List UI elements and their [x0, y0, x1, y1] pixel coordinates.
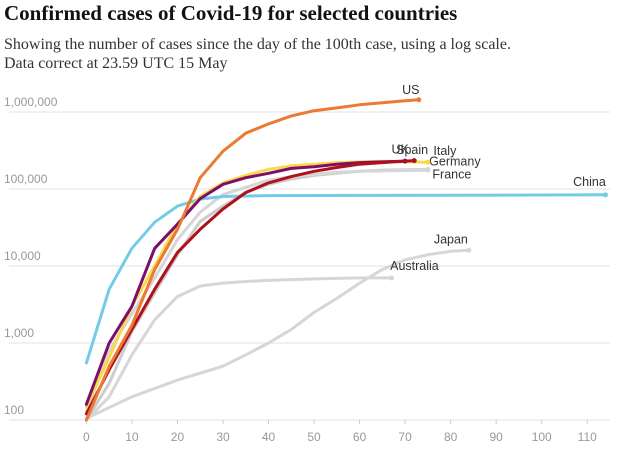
series-label: Spain: [396, 143, 428, 157]
end-point: [416, 97, 422, 103]
series-label: US: [402, 83, 419, 97]
series-label: Japan: [434, 232, 468, 246]
series-line: [84, 159, 430, 408]
subtitle: Data correct at 23.59 UTC 15 May: [4, 55, 227, 72]
y-tick-label: 1,000,000: [4, 95, 58, 109]
series-line: [84, 193, 607, 365]
x-tick-label: 90: [489, 430, 503, 444]
end-point: [466, 247, 472, 253]
series-label: China: [573, 175, 606, 189]
x-tick-label: 0: [83, 430, 90, 444]
end-point: [425, 159, 431, 165]
y-tick-label: 100: [4, 403, 24, 417]
end-point: [411, 158, 417, 164]
x-tick-label: 60: [353, 430, 367, 444]
end-point: [602, 192, 608, 198]
x-tick-label: 40: [262, 430, 276, 444]
x-tick-label: 80: [444, 430, 458, 444]
end-point: [425, 167, 431, 173]
series-label: UK: [392, 143, 410, 157]
series-line: [84, 159, 407, 406]
y-tick-label: 100,000: [4, 172, 48, 186]
series-line: [84, 159, 416, 416]
x-tick-label: 110: [578, 430, 597, 444]
series-line: [84, 248, 471, 420]
end-point: [388, 275, 394, 281]
x-tick-label: 50: [307, 430, 321, 444]
x-tick-label: 10: [125, 430, 139, 444]
x-tick-label: 70: [398, 430, 412, 444]
x-tick-label: 100: [532, 430, 552, 444]
x-tick-label: 20: [171, 430, 185, 444]
series-label: Germany: [429, 154, 481, 168]
y-tick-label: 1,000: [4, 326, 34, 340]
subtitle: Showing the number of cases since the da…: [4, 36, 511, 53]
y-tick-label: 10,000: [4, 249, 41, 263]
series-label: France: [432, 168, 471, 182]
series-line: [84, 276, 393, 422]
series-line: [84, 98, 421, 422]
series-label: Australia: [390, 259, 439, 273]
x-tick-label: 30: [216, 430, 230, 444]
series-label: Italy: [433, 144, 457, 158]
chart-title: Confirmed cases of Covid-19 for selected…: [4, 1, 457, 25]
